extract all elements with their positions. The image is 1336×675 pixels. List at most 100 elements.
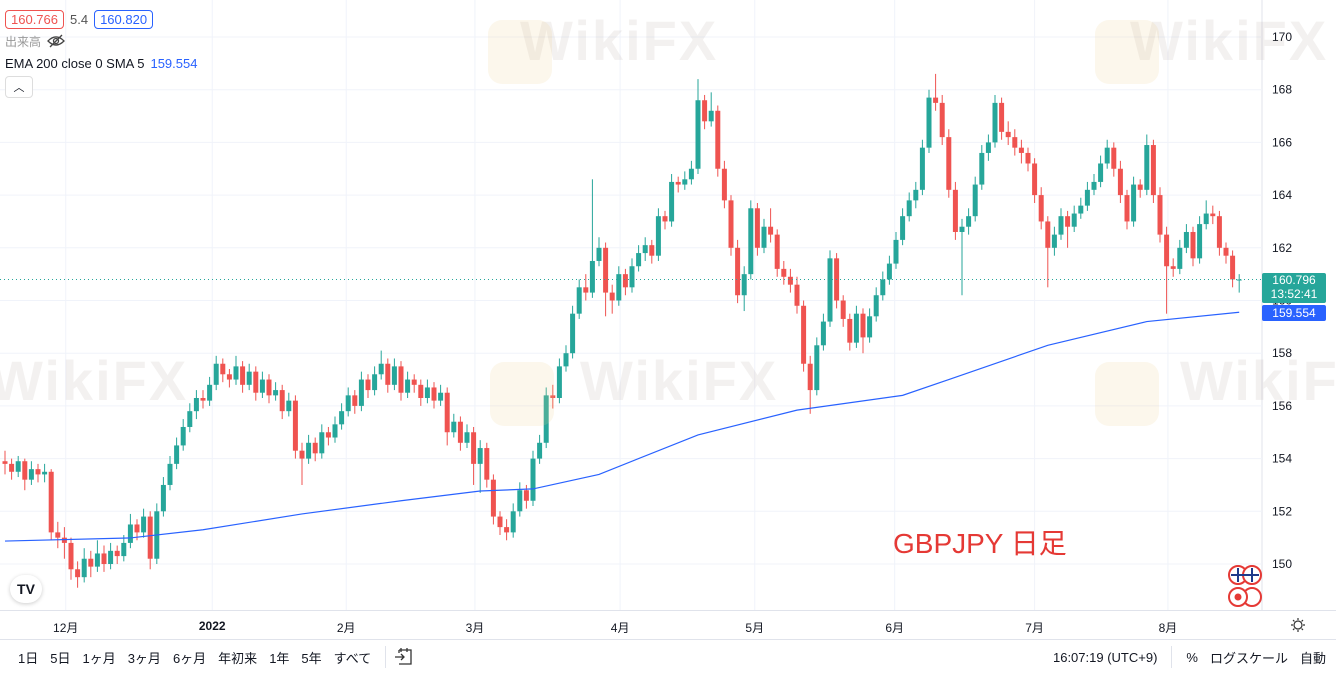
candle-body <box>438 392 444 401</box>
candle <box>424 379 430 404</box>
candle-body <box>477 448 483 464</box>
candle-body <box>715 110 721 169</box>
bid-price[interactable]: 160.766 <box>5 9 64 29</box>
candle-body <box>926 97 932 148</box>
candle <box>787 268 793 293</box>
candle <box>860 308 866 354</box>
candle-body <box>1045 221 1051 248</box>
candle-body <box>1065 216 1071 227</box>
candle <box>616 266 622 306</box>
candle-body <box>372 374 378 391</box>
candle <box>1025 147 1031 172</box>
range-button[interactable]: 5年 <box>301 650 322 666</box>
watermark-logo <box>1095 20 1159 84</box>
candle-body <box>893 239 899 264</box>
range-button[interactable]: 6ヶ月 <box>172 650 207 666</box>
candle-body <box>847 318 853 343</box>
clock-timezone[interactable]: 16:07:19 (UTC+9) <box>1052 649 1158 665</box>
candle <box>1038 187 1044 230</box>
candle-body <box>728 200 734 248</box>
time-axis[interactable]: 12月 2022 2月 3月 4月 5月 6月 7月 8月 <box>0 610 1336 640</box>
candle <box>589 179 595 298</box>
candle-body <box>345 395 351 412</box>
price-tick-label: 154 <box>1272 452 1292 466</box>
range-button[interactable]: 3ヶ月 <box>127 650 161 666</box>
range-button[interactable]: 5日 <box>50 650 71 666</box>
collapse-legend-button[interactable]: ︿ <box>5 76 33 98</box>
range-button[interactable]: 1日 <box>18 650 39 666</box>
candle <box>114 545 120 564</box>
candle <box>391 358 397 391</box>
range-button[interactable]: 年初来 <box>218 650 258 666</box>
candle <box>1150 139 1156 204</box>
candle <box>121 535 127 562</box>
candle-body <box>873 295 879 317</box>
candle <box>332 416 338 443</box>
time-tick-label: 3月 <box>465 621 485 635</box>
range-button[interactable]: 1年 <box>269 650 290 666</box>
candle-body <box>1190 231 1196 259</box>
candle <box>88 550 94 578</box>
candle-body <box>1210 213 1216 217</box>
price-chart[interactable]: 150152154156158160162164166168170 <box>0 0 1336 610</box>
indicator-value: 159.554 <box>150 55 198 71</box>
price-tick-label: 168 <box>1272 83 1292 97</box>
candle-body <box>787 276 793 285</box>
candle <box>669 174 675 227</box>
candle <box>35 463 41 483</box>
candle-body <box>253 371 259 393</box>
candle-body <box>1111 147 1117 169</box>
volume-label: 出来高 <box>5 34 42 49</box>
candle <box>253 366 259 401</box>
candle <box>108 542 114 570</box>
indicator-label[interactable]: EMA 200 close 0 SMA 5 <box>5 55 145 71</box>
candle-body <box>537 442 543 459</box>
candle <box>464 424 470 449</box>
candle <box>1203 200 1209 230</box>
candle <box>675 176 681 193</box>
auto-scale-button[interactable]: 自動 <box>1299 650 1326 666</box>
candle <box>801 300 807 372</box>
candle <box>1012 129 1018 156</box>
candle-body <box>675 181 681 185</box>
candle-body <box>266 379 272 396</box>
candle-body <box>444 392 450 433</box>
candle-body <box>900 216 906 240</box>
time-tick-label: 2022 <box>198 619 226 633</box>
candle <box>81 548 87 583</box>
candle <box>160 477 166 517</box>
ask-price[interactable]: 160.820 <box>94 9 154 29</box>
candle <box>1084 181 1090 211</box>
candle <box>22 458 28 491</box>
eye-hidden-icon[interactable] <box>47 34 65 48</box>
candle <box>781 260 787 285</box>
candle-body <box>702 100 708 122</box>
candle-body <box>801 305 807 364</box>
candle-body <box>1098 163 1104 182</box>
candle-body <box>867 316 873 338</box>
percent-scale-button[interactable]: % <box>1186 649 1198 665</box>
currency-flags-icon[interactable] <box>1228 564 1264 608</box>
candle-body <box>108 550 114 564</box>
tradingview-logo[interactable]: TV <box>10 575 42 603</box>
candle <box>266 374 272 404</box>
calendar-goto-icon[interactable] <box>394 648 414 666</box>
candle-body <box>959 226 965 232</box>
candle <box>999 97 1005 140</box>
bar-countdown: 13:52:41 <box>1270 287 1318 301</box>
price-tick-label: 166 <box>1272 135 1292 149</box>
log-scale-button[interactable]: ログスケール <box>1209 650 1288 666</box>
candle <box>101 545 107 572</box>
candle <box>992 94 998 148</box>
ema-price: 159.554 <box>1272 306 1316 320</box>
candle-body <box>1124 195 1130 222</box>
candle-body <box>1131 184 1137 222</box>
candle <box>484 442 490 488</box>
candle <box>622 268 628 296</box>
range-button[interactable]: すべて <box>333 650 372 666</box>
candle <box>325 426 331 446</box>
settings-gear-icon[interactable] <box>1290 617 1306 633</box>
candle-body <box>1032 163 1038 196</box>
candle <box>1164 226 1170 314</box>
range-button[interactable]: 1ヶ月 <box>82 650 116 666</box>
